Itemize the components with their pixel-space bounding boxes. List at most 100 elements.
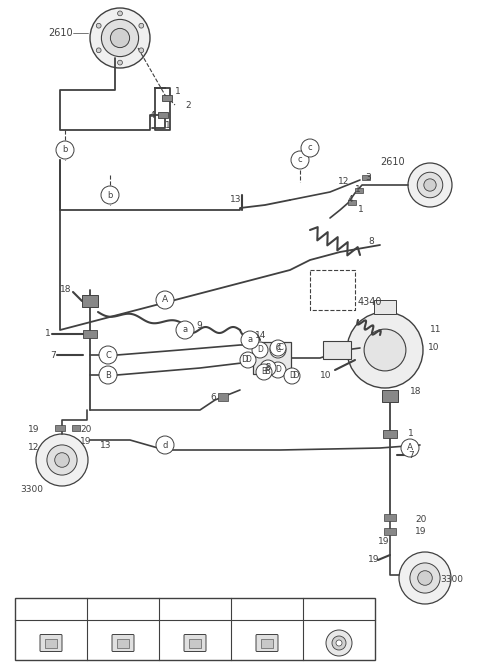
Circle shape [96,48,101,53]
Circle shape [240,352,256,368]
Circle shape [270,342,286,358]
Circle shape [177,601,193,617]
Text: c: c [308,144,312,152]
Text: 19: 19 [415,527,427,537]
Circle shape [418,571,432,585]
Circle shape [291,151,309,169]
Circle shape [139,48,144,53]
Circle shape [326,630,352,656]
Circle shape [110,29,130,48]
Text: 1: 1 [355,186,361,194]
Text: 4: 4 [348,196,354,205]
Text: 19: 19 [368,555,380,565]
Text: b: b [110,604,115,614]
Text: 14: 14 [255,331,266,340]
Bar [261,638,273,648]
Bar [362,175,370,180]
Text: b: b [62,146,68,154]
Bar [55,425,65,431]
Text: 5: 5 [266,604,272,614]
Circle shape [139,23,144,28]
Text: 19: 19 [378,537,389,547]
Circle shape [399,552,451,604]
FancyBboxPatch shape [40,634,62,652]
Text: B: B [105,370,111,380]
Text: 19: 19 [80,438,92,446]
Circle shape [347,312,423,388]
Text: d: d [162,440,168,450]
Circle shape [96,23,101,28]
Text: 2610: 2610 [48,28,72,38]
Text: B: B [265,364,271,372]
Circle shape [90,8,150,68]
Circle shape [270,340,286,356]
Circle shape [410,563,440,593]
Bar [83,330,97,338]
Bar [117,638,129,648]
Text: 21: 21 [194,604,205,614]
Text: D: D [245,356,251,364]
Circle shape [417,172,443,198]
Circle shape [99,366,117,384]
Text: C: C [105,350,111,360]
Bar [72,425,80,431]
Circle shape [33,601,49,617]
Text: 1: 1 [358,205,364,215]
Bar [162,95,172,101]
Circle shape [301,139,319,157]
Bar [383,430,397,438]
Bar [45,638,57,648]
Text: 1: 1 [165,120,171,130]
Bar [82,295,98,307]
Text: 11: 11 [430,325,442,334]
Text: 1: 1 [175,88,181,96]
Text: D: D [241,356,248,364]
Bar [374,300,396,314]
Circle shape [101,19,139,57]
Text: A: A [162,295,168,305]
Text: 15: 15 [50,604,61,614]
Bar [323,341,351,359]
Circle shape [118,61,122,65]
Circle shape [99,346,117,364]
Text: 3: 3 [365,174,371,182]
Circle shape [336,640,342,646]
Bar [189,638,201,648]
Circle shape [249,601,265,617]
Text: 16: 16 [122,604,133,614]
Text: B: B [262,368,266,376]
Text: C: C [276,346,281,354]
Circle shape [252,342,268,358]
Text: A: A [407,444,413,452]
Circle shape [101,186,119,204]
Text: 1: 1 [408,430,414,438]
Text: C: C [276,344,281,352]
Text: 10: 10 [428,344,440,352]
Circle shape [332,636,346,650]
Circle shape [260,360,276,376]
Circle shape [56,141,74,159]
Bar [218,393,228,401]
Text: D: D [257,346,263,354]
Circle shape [408,163,452,207]
Text: a: a [247,336,252,344]
Text: 17: 17 [333,604,345,614]
Circle shape [47,445,77,475]
Circle shape [270,362,286,378]
Circle shape [156,436,174,454]
Text: 3300: 3300 [20,485,43,495]
Text: 9: 9 [196,321,202,329]
Circle shape [256,364,272,380]
Text: C: C [278,344,284,352]
Text: c: c [183,604,187,614]
Text: 13: 13 [100,440,111,450]
Circle shape [55,453,69,467]
Text: 12: 12 [28,444,39,452]
Text: 19: 19 [28,426,39,434]
Text: D: D [275,366,281,374]
Text: 13: 13 [230,196,241,205]
Text: 20: 20 [80,426,91,434]
FancyBboxPatch shape [112,634,134,652]
Text: c: c [298,156,302,164]
Text: 20: 20 [415,515,426,525]
